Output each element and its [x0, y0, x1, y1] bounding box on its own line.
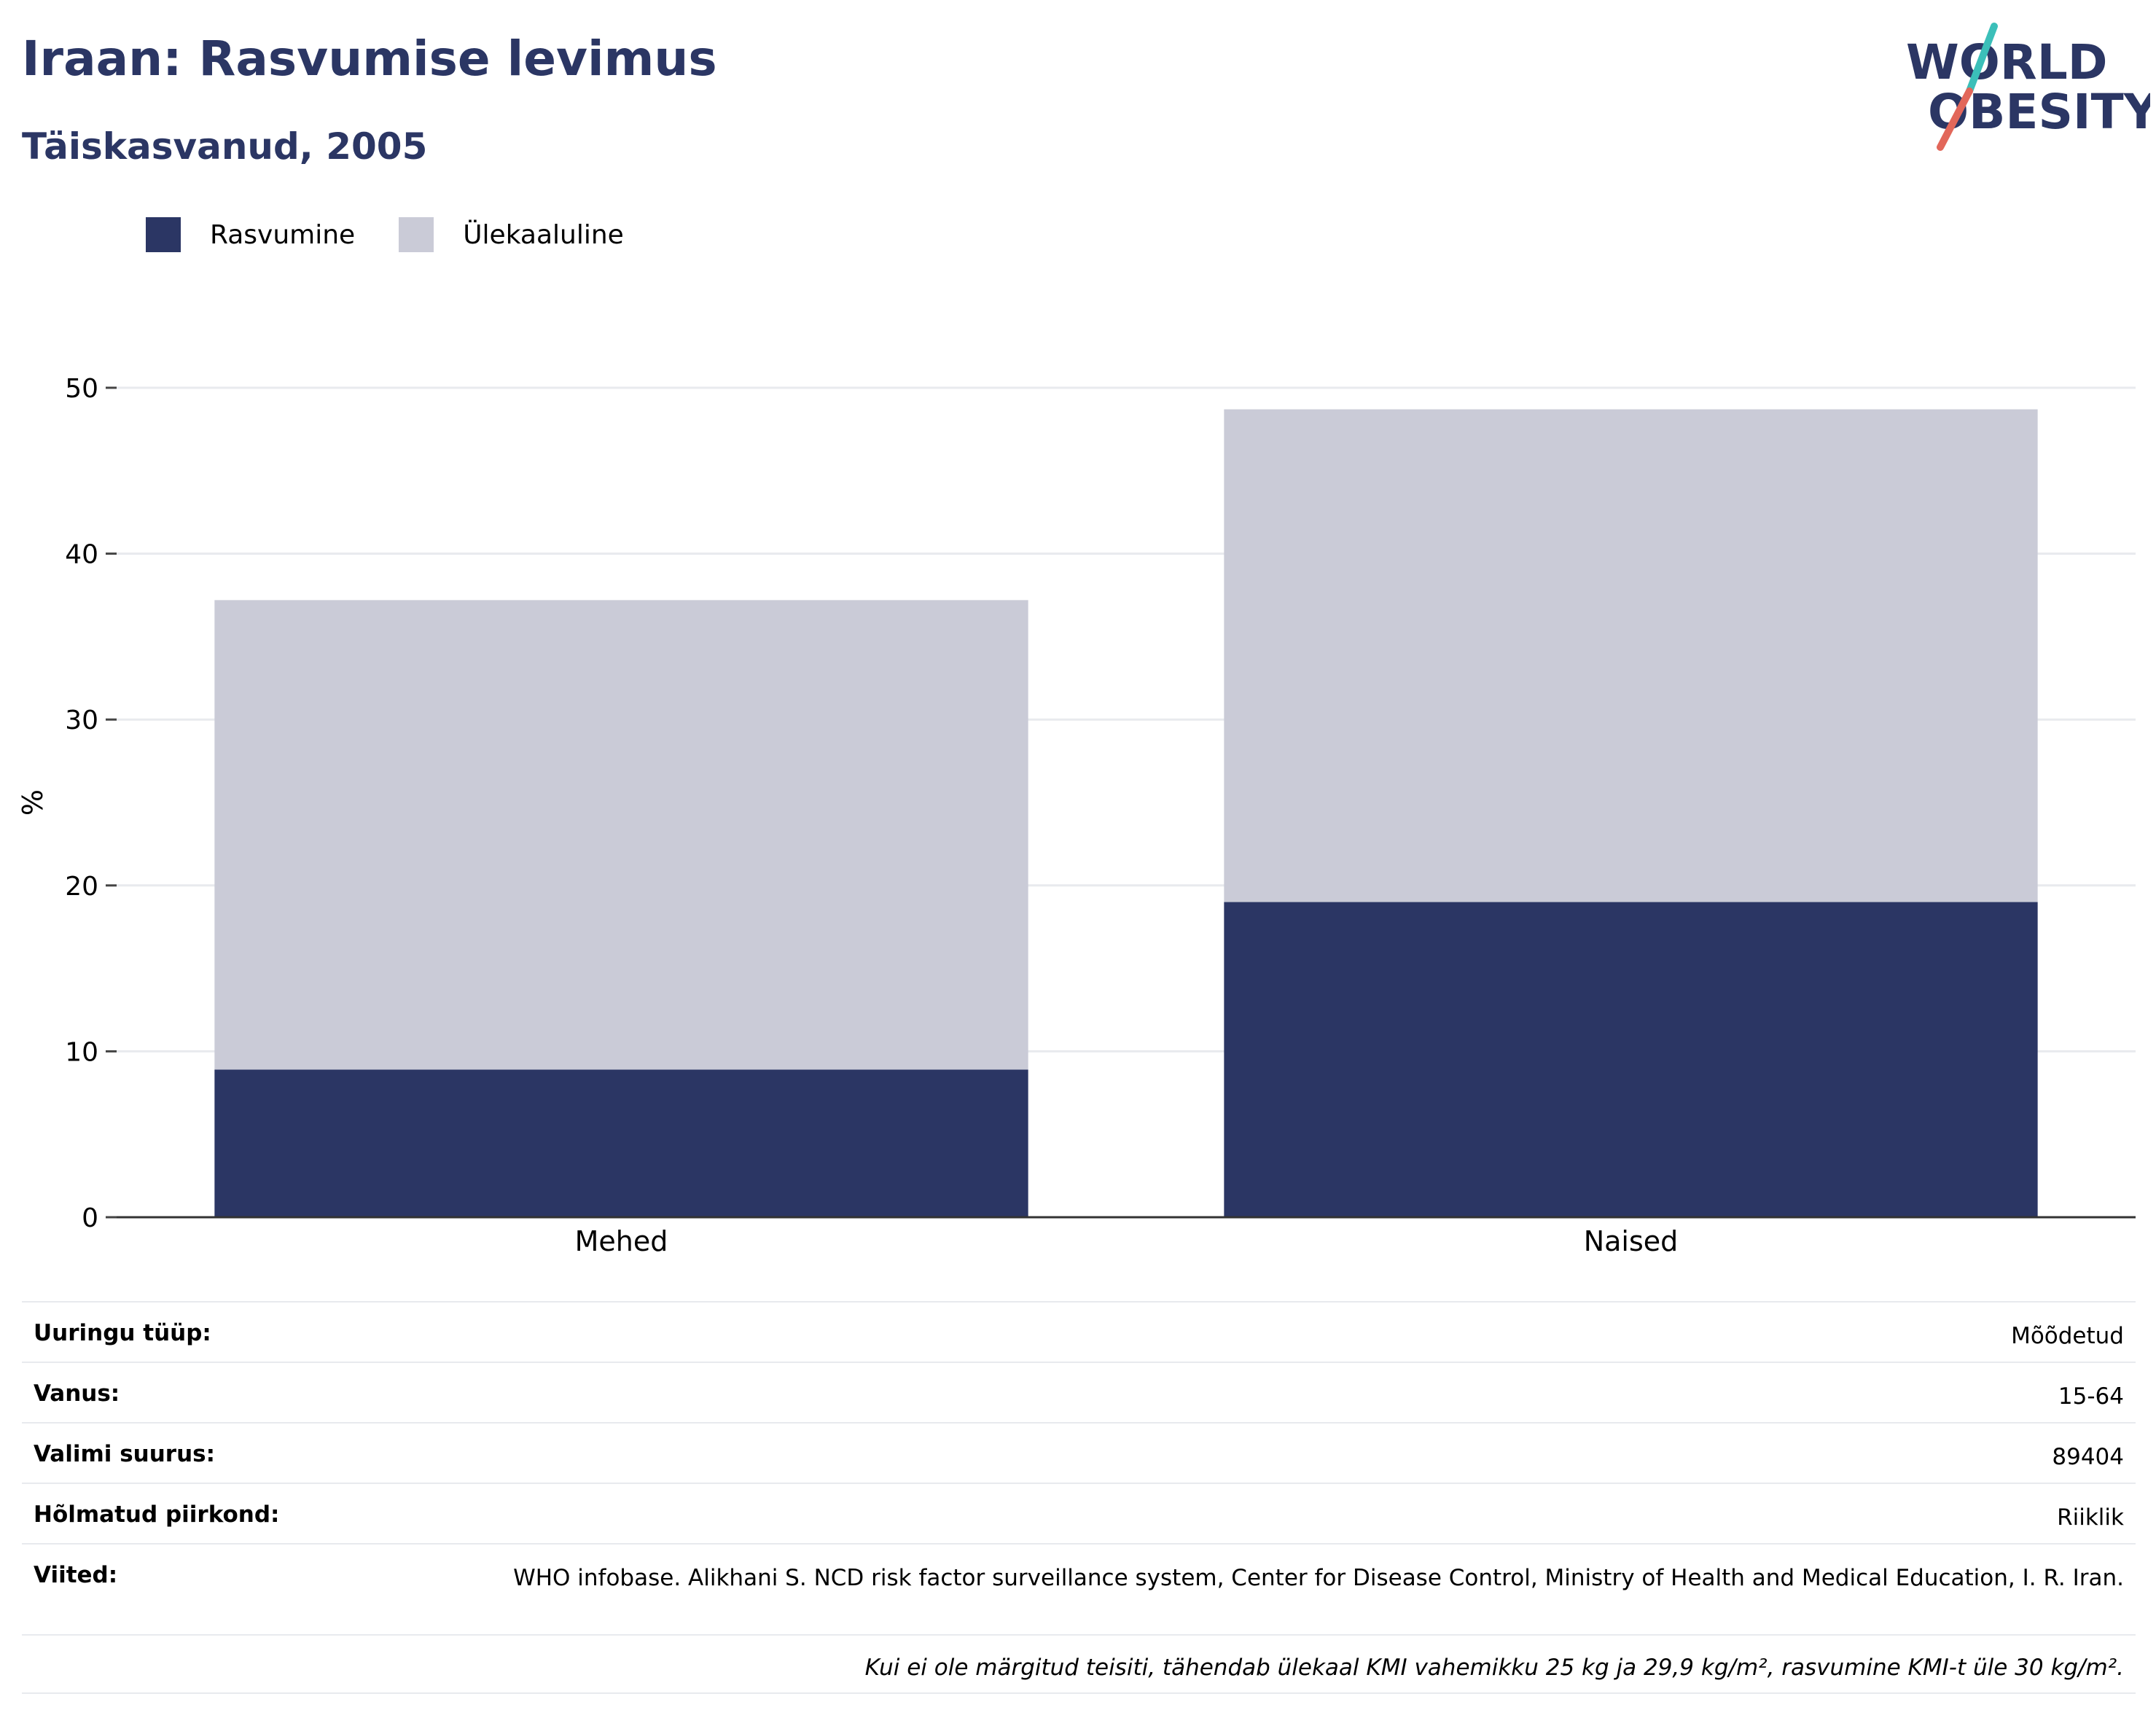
y-tick-label-30: 30: [65, 706, 98, 735]
meta-row-area-covered: Hõlmatud piirkond: Riiklik: [22, 1483, 2136, 1543]
meta-label: Uuringu tüüp:: [34, 1320, 211, 1346]
y-axis-ticks: 0 10 20 30 40 50: [65, 374, 117, 1233]
legend-item-obesity[interactable]: Rasvumine: [146, 217, 355, 252]
y-axis-label: %: [17, 789, 49, 816]
chart-title: Iraan: Rasvumise levimus: [22, 31, 717, 87]
meta-row-survey-type: Uuringu tüüp: Mõõdetud: [22, 1301, 2136, 1362]
x-tick-label-naised: Naised: [1584, 1225, 1679, 1257]
y-tick-label-10: 10: [65, 1037, 98, 1067]
x-tick-label-mehed: Mehed: [575, 1225, 668, 1257]
y-tick-label-20: 20: [65, 872, 98, 902]
legend-item-overweight[interactable]: Ülekaaluline: [399, 217, 624, 252]
meta-label: Valimi suurus:: [34, 1441, 215, 1467]
metadata-table: Uuringu tüüp: Mõõdetud Vanus: 15-64 Vali…: [22, 1301, 2136, 1694]
logo-text-world: WORLD: [1906, 34, 2108, 90]
bar-mehed-series-0: [214, 1069, 1028, 1217]
logo-slash-top: [1966, 23, 1998, 95]
legend-label-overweight: Ülekaaluline: [463, 219, 624, 250]
meta-label: Viited:: [34, 1562, 118, 1588]
y-tick-label-40: 40: [65, 540, 98, 570]
logo-slash-bottom: [1937, 87, 1973, 151]
chart-subtitle: Täiskasvanud, 2005: [22, 125, 428, 168]
meta-value: Riiklik: [2057, 1504, 2124, 1531]
meta-row-sample-size: Valimi suurus: 89404: [22, 1422, 2136, 1483]
meta-value: 15-64: [2058, 1383, 2124, 1410]
meta-row-age: Vanus: 15-64: [22, 1362, 2136, 1422]
meta-value: 89404: [2052, 1444, 2124, 1470]
legend-swatch-overweight: [399, 217, 434, 252]
y-tick-label-50: 50: [65, 374, 98, 404]
bar-naised-series-0: [1224, 902, 2038, 1217]
world-obesity-logo: WORLD OBESITY: [1906, 23, 2150, 151]
meta-value: Mõõdetud: [2011, 1323, 2124, 1349]
meta-value: WHO infobase. Alikhani S. NCD risk facto…: [513, 1565, 2124, 1591]
legend-swatch-obesity: [146, 217, 181, 252]
bars: [214, 409, 2038, 1217]
legend-label-obesity: Rasvumine: [210, 219, 356, 250]
meta-row-references: Viited: WHO infobase. Alikhani S. NCD ri…: [22, 1543, 2136, 1634]
definition-note: Kui ei ole märgitud teisiti, tähendab ül…: [22, 1634, 2136, 1694]
bar-mehed-series-1: [214, 600, 1028, 1070]
meta-label: Vanus:: [34, 1380, 120, 1407]
bar-naised-series-1: [1224, 409, 2038, 902]
x-axis-ticks: Mehed Naised: [575, 1225, 1679, 1257]
bar-chart: 0 10 20 30 40 50 Mehed Naised %: [17, 374, 2136, 1257]
meta-label: Hõlmatud piirkond:: [34, 1501, 280, 1528]
chart-legend: Rasvumine Ülekaaluline: [146, 213, 668, 257]
y-tick-label-0: 0: [82, 1203, 98, 1233]
